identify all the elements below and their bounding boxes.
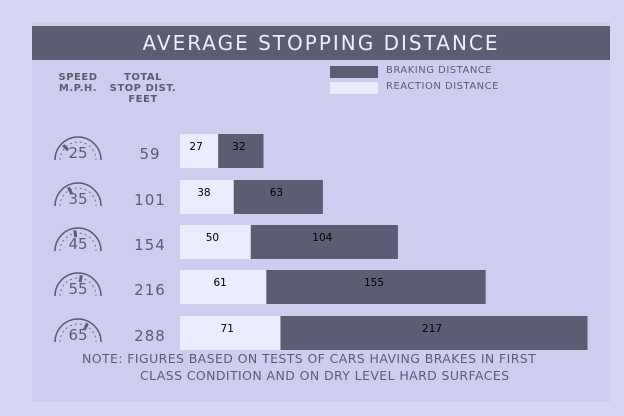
speedometer-needle [67,186,73,195]
footnote: NOTE: FIGURES BASED ON TESTS OF CARS HAV… [82,350,602,384]
braking-bar [218,134,264,168]
footnote-line-2: CLASS CONDITION AND ON DRY LEVEL HARD SU… [140,368,510,383]
reaction-bar [180,270,267,304]
speed-header-line-1: SPEED [58,72,98,83]
reaction-bar [180,225,251,259]
speed-label: 25 [68,144,87,162]
speedometer-icon [54,272,102,297]
total-column-header: TOTAL STOP DIST. FEET [106,72,180,105]
total-header-line-3: FEET [128,94,158,105]
braking-value-label: 217 [422,323,442,335]
braking-bar [266,270,486,304]
total-distance-label: 288 [134,327,166,345]
chart-title: AVERAGE STOPPING DISTANCE [32,26,610,60]
speedometer-icon [54,318,102,343]
legend-label-reaction: REACTION DISTANCE [386,81,499,92]
speed-label: 65 [68,326,87,344]
braking-value-label: 63 [270,187,283,199]
speedometer-needle [73,230,78,238]
legend-label-braking: BRAKING DISTANCE [386,65,493,76]
total-distance-label: 59 [139,145,160,163]
total-header-line-1: TOTAL [124,72,162,83]
reaction-value-label: 71 [221,323,234,335]
speed-label: 45 [68,235,87,253]
total-distance-label: 216 [134,281,166,299]
braking-value-label: 104 [312,232,332,244]
reaction-value-label: 27 [189,141,202,153]
speed-header-line-2: M.P.H. [58,83,98,94]
reaction-bar [180,134,219,168]
reaction-bar [180,316,281,350]
braking-bar [280,316,588,350]
braking-value-label: 155 [364,277,384,289]
speedometer-needle [83,322,89,331]
speedometer-icon [54,136,102,161]
legend-swatch-braking [330,66,378,78]
speedometer-needle [78,275,83,283]
legend-swatch-reaction [330,82,378,94]
total-distance-label: 154 [134,236,166,254]
reaction-value-label: 50 [206,232,219,244]
braking-bar [250,225,398,259]
speed-column-header: SPEED M.P.H. [52,72,104,94]
speed-label: 35 [68,190,87,208]
speed-label: 55 [68,280,87,298]
footnote-line-1: NOTE: FIGURES BASED ON TESTS OF CARS HAV… [82,351,537,366]
speedometer-icon [54,182,102,207]
total-distance-label: 101 [134,191,166,209]
reaction-bar [180,180,234,214]
braking-value-label: 32 [232,141,245,153]
speedometer-icon [54,227,102,252]
reaction-value-label: 38 [197,187,210,199]
speedometer-needle [62,144,70,152]
reaction-value-label: 61 [213,277,226,289]
braking-bar [233,180,323,214]
total-header-line-2: STOP DIST. [109,83,177,94]
